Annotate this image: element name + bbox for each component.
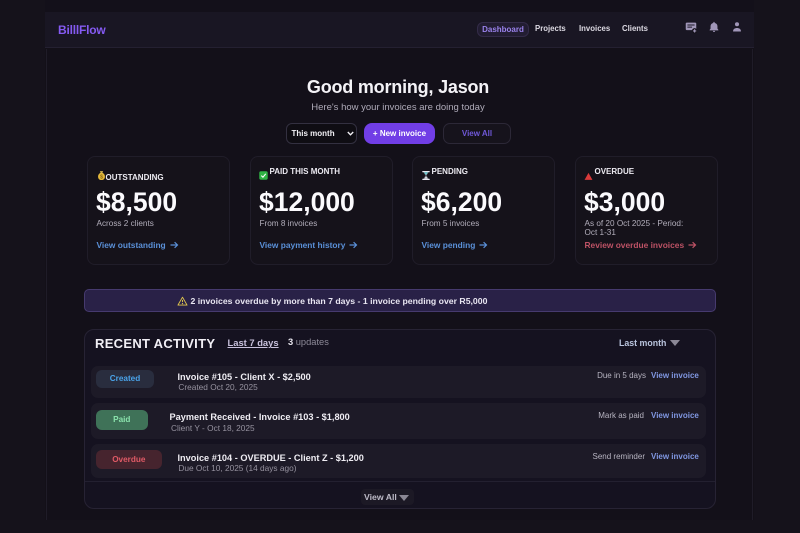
svg-text:$: $	[100, 174, 103, 180]
